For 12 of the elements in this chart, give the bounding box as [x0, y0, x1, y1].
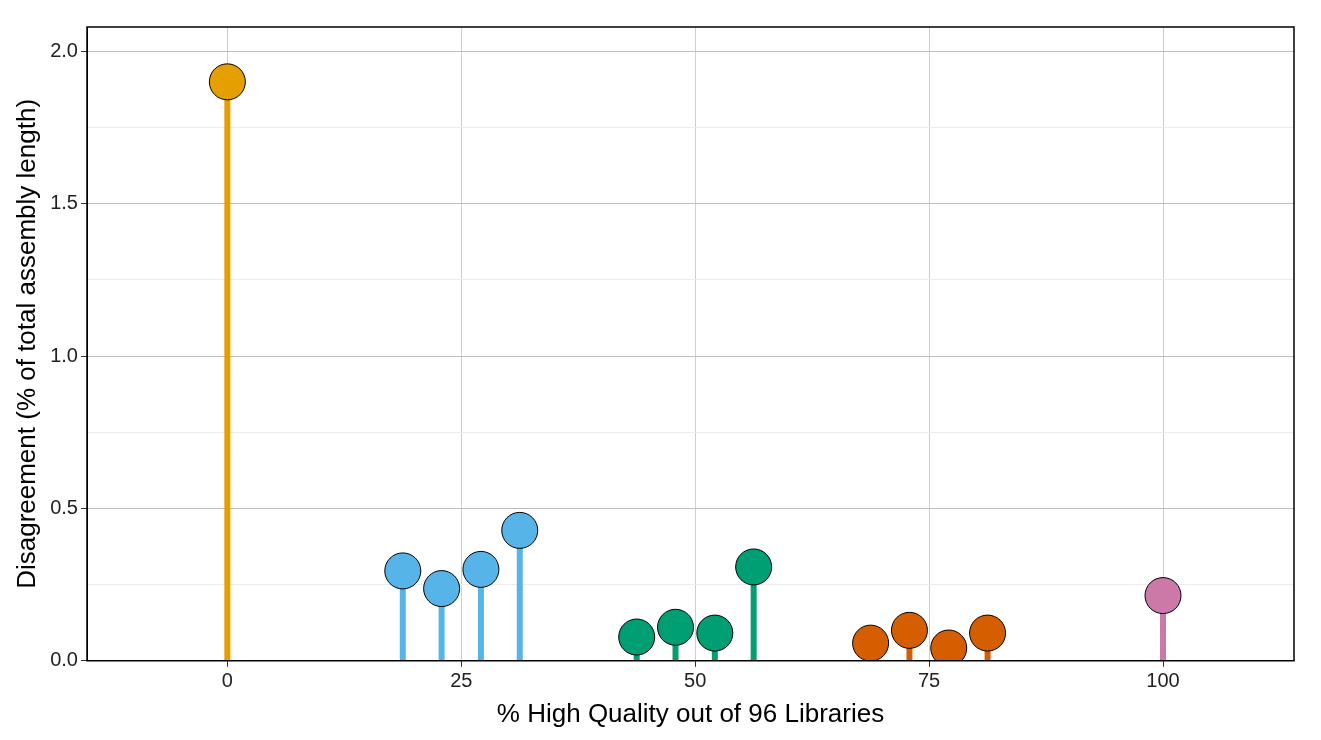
x-tick-label: 75 — [917, 669, 941, 692]
x-axis-title: % High Quality out of 96 Libraries — [496, 697, 885, 728]
y-tick-label: 2.0 — [50, 38, 78, 61]
y-tick-label: 0.5 — [50, 495, 78, 518]
y-tick-label: 0.0 — [50, 648, 78, 671]
y-tick-label: 1.5 — [50, 191, 78, 214]
x-tick-label: 100 — [1146, 669, 1180, 692]
x-tick-label: 0 — [221, 669, 233, 692]
y-tick-label: 1.0 — [50, 343, 78, 366]
y-axis-title: Disagreement (% of total assembly length) — [10, 98, 41, 589]
x-tick-label: 25 — [450, 669, 473, 692]
x-tick-label: 50 — [684, 669, 707, 692]
